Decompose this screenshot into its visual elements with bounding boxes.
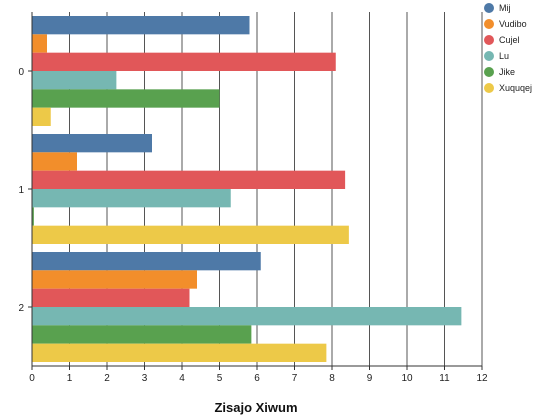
bars — [32, 16, 462, 362]
legend-label: Jike — [499, 67, 515, 77]
legend-item-mij: Mij — [484, 3, 511, 13]
legend-swatch — [484, 67, 494, 77]
y-tick-label: 2 — [18, 303, 24, 314]
legend-label: Mij — [499, 3, 511, 13]
legend-swatch — [484, 19, 494, 29]
x-tick-label: 10 — [401, 373, 413, 384]
bar-vudibo-0 — [32, 34, 47, 53]
bar-vudibo-1 — [32, 152, 77, 171]
legend-item-cujel: Cujel — [484, 35, 520, 45]
y-tick-label: 1 — [18, 185, 24, 196]
bar-vudibo-2 — [32, 270, 197, 289]
legend-swatch — [484, 3, 494, 13]
x-tick-label: 2 — [104, 373, 110, 384]
x-axis-title: Zisajo Xiwum — [214, 400, 297, 415]
legend-swatch — [484, 35, 494, 45]
x-tick-label: 8 — [329, 373, 335, 384]
bar-lu-1 — [32, 189, 231, 208]
bar-cujel-2 — [32, 288, 190, 307]
legend-item-lu: Lu — [484, 51, 509, 61]
bar-jike-0 — [32, 89, 220, 108]
legend-label: Xuquqej — [499, 83, 532, 93]
bar-jike-1 — [32, 207, 34, 226]
legend: Mij Vudibo Cujel Lu Jike Xuquqej — [484, 3, 532, 93]
x-tick-label: 3 — [142, 373, 148, 384]
x-tick-label: 5 — [217, 373, 223, 384]
legend-swatch — [484, 51, 494, 61]
x-tick-label: 1 — [67, 373, 73, 384]
legend-label: Lu — [499, 51, 509, 61]
legend-label: Vudibo — [499, 19, 527, 29]
x-tick-label: 11 — [439, 373, 450, 384]
legend-item-jike: Jike — [484, 67, 515, 77]
x-tick-label: 12 — [476, 373, 488, 384]
x-tick-label: 4 — [179, 373, 185, 384]
legend-item-xuquqej: Xuquqej — [484, 83, 532, 93]
x-tick-label: 7 — [292, 373, 298, 384]
bar-jike-2 — [32, 325, 252, 344]
bar-xuquqej-0 — [32, 107, 51, 126]
x-tick-label: 6 — [254, 373, 260, 384]
bar-cujel-1 — [32, 170, 346, 189]
x-tick-label: 9 — [367, 373, 373, 384]
bar-xuquqej-1 — [32, 225, 349, 244]
bar-mij-1 — [32, 134, 152, 153]
bar-cujel-0 — [32, 52, 336, 71]
bar-xuquqej-2 — [32, 343, 327, 362]
x-tick-label: 0 — [29, 373, 35, 384]
legend-item-vudibo: Vudibo — [484, 19, 527, 29]
bar-mij-0 — [32, 16, 250, 35]
legend-swatch — [484, 83, 494, 93]
y-tick-label: 0 — [18, 67, 24, 78]
legend-label: Cujel — [499, 35, 520, 45]
bar-lu-0 — [32, 71, 117, 90]
bar-lu-2 — [32, 307, 462, 326]
bar-mij-2 — [32, 252, 261, 271]
